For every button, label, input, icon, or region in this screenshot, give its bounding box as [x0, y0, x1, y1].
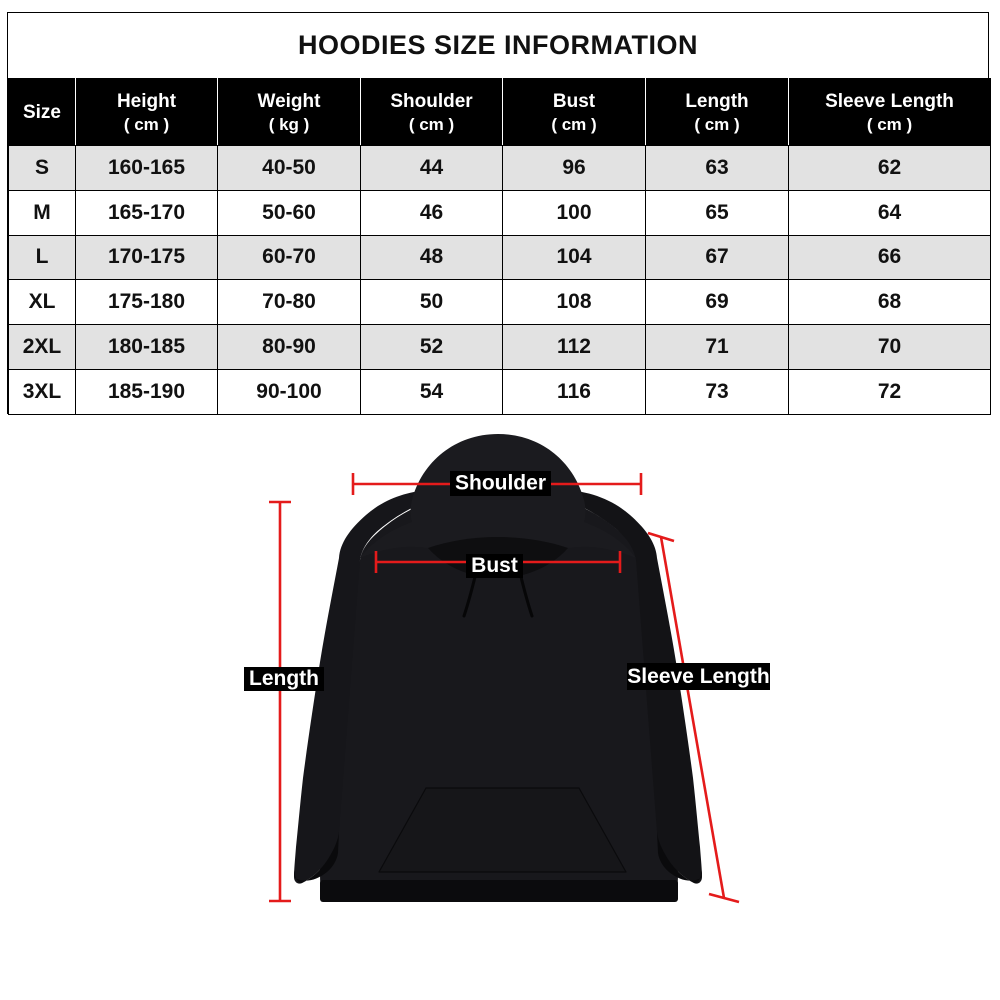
svg-text:Sleeve Length: Sleeve Length — [627, 665, 769, 688]
svg-text:Bust: Bust — [471, 554, 518, 577]
svg-text:Length: Length — [249, 667, 319, 690]
svg-text:Shoulder: Shoulder — [455, 472, 546, 495]
